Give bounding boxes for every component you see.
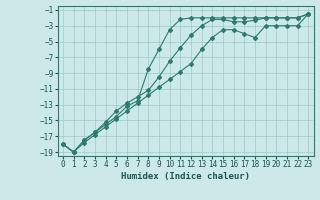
X-axis label: Humidex (Indice chaleur): Humidex (Indice chaleur) bbox=[121, 172, 250, 181]
